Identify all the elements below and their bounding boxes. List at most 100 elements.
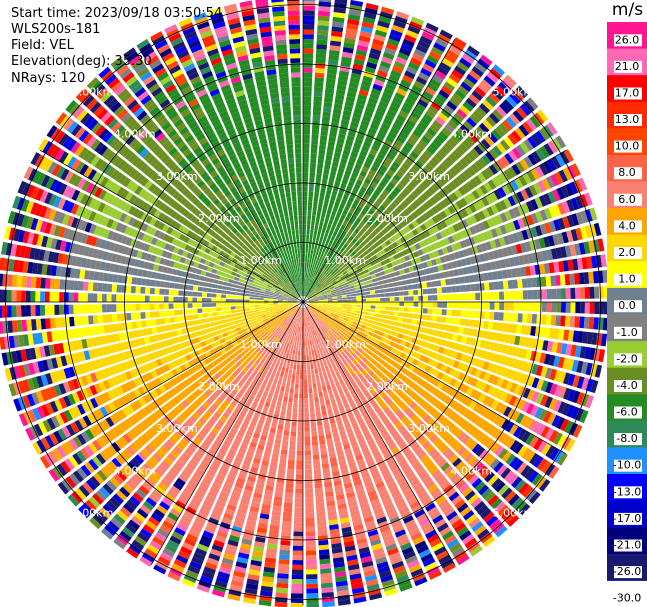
range-gate-566 xyxy=(425,22,439,33)
range-gate-441 xyxy=(305,292,308,297)
range-gate-2260 xyxy=(558,371,567,384)
range-gate-3748 xyxy=(304,455,312,461)
range-gate-736 xyxy=(417,121,428,131)
range-gate-1210 xyxy=(359,262,366,268)
range-gate-2062 xyxy=(525,325,532,336)
range-gate-881 xyxy=(492,64,505,76)
range-gate-115 xyxy=(316,44,327,50)
range-gate-3760 xyxy=(305,512,315,518)
range-gate-1691 xyxy=(555,247,563,259)
range-gate-2459 xyxy=(316,309,321,312)
range-gate-3606 xyxy=(312,378,316,384)
range-gate-2280 xyxy=(362,321,368,326)
range-gate-1805 xyxy=(503,280,509,290)
range-gate-16 xyxy=(303,215,307,220)
range-gate-1406 xyxy=(395,258,402,265)
range-gate-844 xyxy=(381,201,389,209)
range-gate-1491 xyxy=(495,226,503,237)
range-gate-2373 xyxy=(492,375,500,386)
range-gate-129 xyxy=(305,277,307,282)
range-gate-3923 xyxy=(289,388,294,394)
range-gate-2169 xyxy=(433,330,440,337)
range-gate-3921 xyxy=(291,378,295,384)
range-gate-1390 xyxy=(325,289,331,293)
range-gate-1951 xyxy=(599,302,605,315)
range-gate-594 xyxy=(364,177,372,185)
range-gate-739 xyxy=(425,109,436,119)
range-gate-898 xyxy=(357,237,364,244)
range-gate-408 xyxy=(349,156,357,163)
range-gate-2217 xyxy=(363,318,369,323)
range-gate-1096 xyxy=(400,220,408,228)
range-gate-2234 xyxy=(440,339,447,347)
range-gate-2700 xyxy=(509,456,520,469)
range-gate-3756 xyxy=(305,493,314,499)
range-gate-842 xyxy=(375,208,383,216)
range-gate-2298 xyxy=(442,348,449,356)
range-gate-3938 xyxy=(279,458,287,465)
range-gate-2624 xyxy=(467,411,476,422)
range-gate-1374 xyxy=(524,186,534,199)
range-gate-1946 xyxy=(575,302,581,314)
range-gate-756 xyxy=(306,293,310,298)
range-gate-2495 xyxy=(465,386,474,396)
range-gate-3929 xyxy=(285,416,291,422)
range-gate-1148 xyxy=(361,256,368,262)
range-gate-191 xyxy=(305,282,307,287)
range-gate-1411 xyxy=(417,249,424,256)
range-gate-1481 xyxy=(450,243,458,252)
range-gate-1204 xyxy=(335,278,341,282)
range-gate-3851 xyxy=(298,345,301,351)
range-gate-4052 xyxy=(276,400,282,406)
range-gate-1732 xyxy=(454,277,461,285)
range-gate-3543 xyxy=(316,377,321,383)
range-gate-1448 xyxy=(578,177,588,191)
range-gate-1829 xyxy=(318,300,324,302)
range-gate-3773 xyxy=(306,574,318,580)
range-gate-1392 xyxy=(334,286,340,290)
range-gate-1238 xyxy=(471,189,481,200)
range-gate-1294 xyxy=(448,215,456,225)
range-gate-1642 xyxy=(327,295,333,298)
range-gate-2033 xyxy=(389,311,395,316)
range-gate-1531 xyxy=(394,270,401,276)
range-gate-780 xyxy=(373,200,381,208)
range-gate-2010 xyxy=(579,316,585,329)
range-gate-258 xyxy=(310,263,313,269)
range-gate-538 xyxy=(371,144,380,152)
range-gate-2625 xyxy=(470,414,480,424)
range-gate-1807 xyxy=(512,279,518,289)
range-gate-1432 xyxy=(508,208,517,219)
range-gate-895 xyxy=(348,248,354,254)
range-gate-2485 xyxy=(424,365,432,373)
range-gate-814 xyxy=(468,70,481,81)
range-gate-2286 xyxy=(388,330,395,336)
range-gate-133 xyxy=(307,258,310,264)
range-gate-2702 xyxy=(516,462,528,474)
range-gate-1625 xyxy=(538,237,546,249)
range-gate-2609 xyxy=(408,372,416,380)
range-gate-3547 xyxy=(319,396,324,402)
range-gate-334 xyxy=(327,204,334,210)
range-gate-887 xyxy=(322,276,328,281)
range-gate-244 xyxy=(344,32,357,40)
range-gate-2088 xyxy=(350,309,356,313)
range-gate-2680 xyxy=(434,400,443,409)
range-gate-62 xyxy=(303,0,316,2)
range-gate-2438 xyxy=(496,389,505,400)
range-gate-1627 xyxy=(547,235,555,247)
range-gate-582 xyxy=(338,228,344,235)
range-gate-1161 xyxy=(411,220,419,228)
range-gate-982 xyxy=(431,169,441,179)
range-gate-1735 xyxy=(468,275,475,283)
range-gate-1175 xyxy=(465,181,475,191)
range-gate-68 xyxy=(304,267,307,273)
range-gate-1707 xyxy=(337,295,342,298)
range-gate-1383 xyxy=(562,167,573,181)
range-gate-1487 xyxy=(477,233,485,243)
range-gate-930 xyxy=(459,124,471,135)
range-gate-1614 xyxy=(488,251,495,260)
range-gate-1288 xyxy=(423,230,431,238)
range-gate-1439 xyxy=(538,195,548,207)
range-gate-1004 xyxy=(505,95,518,108)
